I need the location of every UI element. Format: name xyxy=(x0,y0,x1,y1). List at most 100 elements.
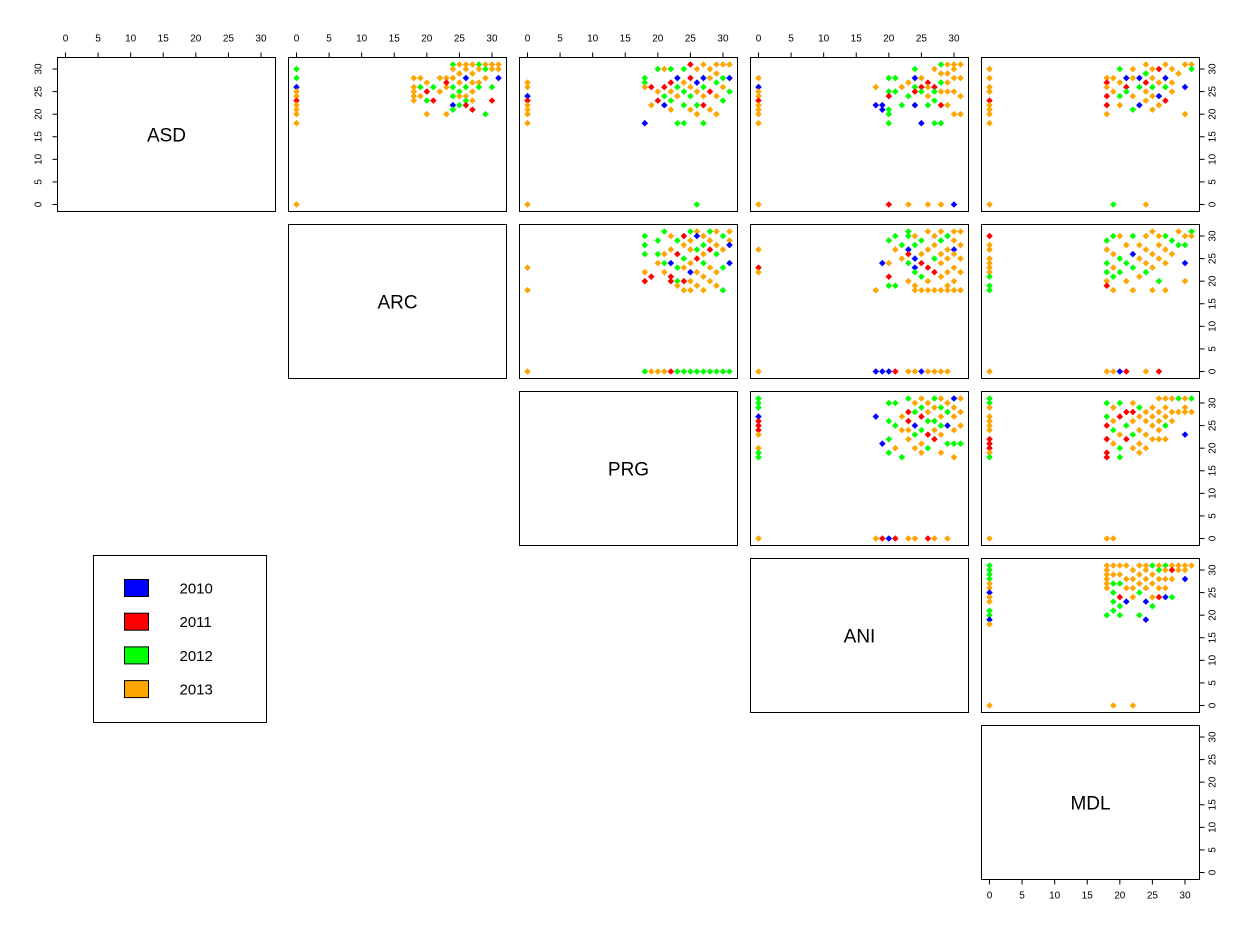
point-2010 xyxy=(1155,92,1163,100)
point-2013 xyxy=(986,449,993,456)
point-2012 xyxy=(924,101,932,109)
point-2012 xyxy=(293,65,300,73)
point-2013 xyxy=(931,426,938,434)
point-2013 xyxy=(1110,702,1117,709)
point-2012 xyxy=(931,395,938,402)
top-axis-tick-label-prg: 0 xyxy=(525,34,531,45)
right-axis-tick-label-mdl: 10 xyxy=(1208,821,1219,833)
point-2013 xyxy=(755,431,762,438)
top-axis-tick-label-arc: 5 xyxy=(326,34,332,45)
point-2012 xyxy=(661,92,668,100)
point-2013 xyxy=(693,268,701,276)
point-2010 xyxy=(1162,74,1169,82)
point-2010 xyxy=(911,422,919,429)
point-2012 xyxy=(911,83,919,91)
point-2013 xyxy=(1168,395,1176,402)
point-2013 xyxy=(1142,97,1150,104)
top-axis-tick-label-arc: 0 xyxy=(294,34,300,45)
right-axis-tick-label-arc: 5 xyxy=(1208,346,1219,352)
point-2011 xyxy=(918,259,925,267)
point-2012 xyxy=(488,83,496,91)
point-2013 xyxy=(1149,593,1156,601)
point-2013 xyxy=(726,237,733,244)
point-2013 xyxy=(1116,79,1124,86)
point-2010 xyxy=(905,246,912,253)
point-2010 xyxy=(911,74,919,82)
point-2012 xyxy=(937,237,945,244)
point-2013 xyxy=(924,246,932,253)
point-2013 xyxy=(482,61,489,68)
point-2010 xyxy=(667,259,675,267)
right-axis-tick-label-ani: 5 xyxy=(1208,680,1219,686)
legend-swatch-2012 xyxy=(124,646,149,665)
point-2012 xyxy=(423,97,431,104)
bottom-axis-tick-label-mdl: 30 xyxy=(1179,891,1191,902)
point-2013 xyxy=(1129,74,1137,82)
point-2013 xyxy=(937,431,945,438)
point-2013 xyxy=(410,83,418,91)
right-axis-tick-label-arc: 25 xyxy=(1208,253,1219,265)
point-2012 xyxy=(892,282,899,289)
point-2010 xyxy=(641,119,649,127)
point-2013 xyxy=(1136,571,1143,578)
point-2013 xyxy=(293,201,300,208)
point-2013 xyxy=(755,201,762,208)
right-axis-tick-label-ani: 30 xyxy=(1208,564,1219,576)
point-2013 xyxy=(641,268,649,276)
point-2013 xyxy=(986,580,993,587)
point-2013 xyxy=(687,237,694,244)
point-2012 xyxy=(1168,237,1176,244)
point-2013 xyxy=(641,83,649,91)
point-2012 xyxy=(986,399,993,407)
point-2013 xyxy=(986,584,993,592)
point-2013 xyxy=(1181,232,1189,240)
point-2012 xyxy=(885,106,893,113)
point-2013 xyxy=(1149,74,1156,82)
right-axis-tick-label-prg: 25 xyxy=(1208,420,1219,432)
right-axis-tick-label-arc: 10 xyxy=(1208,320,1219,332)
diagonal-label-mdl: MDL xyxy=(1070,794,1110,815)
point-2011 xyxy=(1116,413,1124,420)
point-2013 xyxy=(1142,368,1150,375)
left-axis-tick-label-asd: 10 xyxy=(34,153,45,165)
point-2012 xyxy=(944,232,951,240)
point-2013 xyxy=(456,70,463,77)
point-2011 xyxy=(1155,593,1163,601)
point-2013 xyxy=(1142,417,1150,425)
diagonal-label-ani: ANI xyxy=(844,627,876,648)
point-2013 xyxy=(944,268,951,276)
point-2012 xyxy=(986,286,993,294)
point-2013 xyxy=(1142,246,1150,253)
point-2013 xyxy=(957,110,964,118)
point-2013 xyxy=(986,535,993,542)
point-2010 xyxy=(872,101,880,109)
point-2013 xyxy=(1129,65,1137,73)
point-2012 xyxy=(1123,88,1130,95)
right-axis-tick-label-ani: 10 xyxy=(1208,654,1219,666)
point-2013 xyxy=(1110,404,1117,411)
point-2013 xyxy=(667,246,675,253)
point-2013 xyxy=(1155,255,1163,262)
point-2013 xyxy=(898,426,906,434)
point-2013 xyxy=(648,101,655,109)
point-2013 xyxy=(1155,562,1163,569)
point-2012 xyxy=(456,88,463,95)
point-2013 xyxy=(924,83,932,91)
point-2013 xyxy=(1103,562,1111,569)
point-2012 xyxy=(918,404,925,411)
point-2011 xyxy=(674,250,681,258)
point-2013 xyxy=(1155,435,1163,443)
point-2013 xyxy=(950,228,958,235)
point-2012 xyxy=(1142,268,1150,276)
point-2011 xyxy=(667,273,675,280)
top-axis-tick-label-prg: 10 xyxy=(587,34,599,45)
point-2013 xyxy=(986,65,993,73)
point-2013 xyxy=(1110,88,1117,95)
point-2013 xyxy=(950,453,958,461)
point-2011 xyxy=(680,232,688,240)
point-2012 xyxy=(680,65,688,73)
point-2012 xyxy=(641,79,649,86)
point-2012 xyxy=(937,119,945,127)
point-2013 xyxy=(1149,250,1156,258)
point-2013 xyxy=(1103,575,1111,583)
